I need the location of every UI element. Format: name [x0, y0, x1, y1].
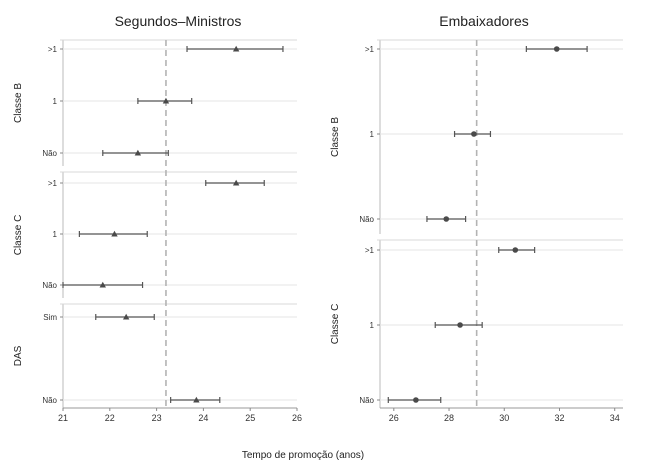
x-tick-label: 24: [198, 413, 208, 423]
panel-label: DAS: [13, 345, 24, 366]
point-marker: [553, 46, 560, 52]
y-tick-label: >1: [365, 246, 375, 255]
y-tick-label: Não: [42, 149, 57, 158]
y-tick-label: 1: [370, 321, 375, 330]
x-tick-label: 22: [105, 413, 115, 423]
point-marker: [122, 313, 130, 320]
point-marker: [193, 396, 200, 403]
point-marker: [471, 131, 477, 137]
x-tick-label: 25: [245, 413, 255, 423]
panel-label: Classe C: [330, 304, 341, 345]
x-tick-label: 21: [58, 413, 68, 423]
point-marker: [111, 230, 118, 237]
y-tick-label: >1: [48, 179, 58, 188]
panel-label: Classe C: [13, 215, 24, 256]
x-tick-label: 32: [554, 413, 564, 423]
x-tick-label: 30: [499, 413, 509, 423]
y-tick-label: 1: [53, 97, 58, 106]
y-tick-label: Sim: [43, 313, 57, 322]
x-axis-label: Tempo de promoção (anos): [242, 450, 364, 461]
point-marker: [134, 149, 142, 156]
x-tick-label: 28: [444, 413, 454, 423]
x-tick-label: 26: [389, 413, 399, 423]
y-tick-label: 1: [370, 130, 375, 139]
point-marker: [99, 281, 106, 288]
x-tick-label: 34: [610, 413, 620, 423]
point-marker: [457, 322, 463, 328]
point-marker: [443, 216, 450, 222]
x-tick-label: 26: [292, 413, 302, 423]
panel-label: Classe B: [13, 83, 24, 123]
point-marker: [232, 179, 240, 186]
point-marker: [162, 97, 170, 104]
y-tick-label: Não: [42, 281, 57, 290]
y-tick-label: Não: [359, 396, 374, 405]
chart-1-title: Embaixadores: [439, 13, 529, 29]
panel-label: Classe B: [330, 117, 341, 157]
y-tick-label: 1: [53, 230, 58, 239]
y-tick-label: Não: [359, 215, 374, 224]
x-tick-label: 23: [152, 413, 162, 423]
point-marker: [413, 397, 419, 403]
y-tick-label: Não: [42, 396, 57, 405]
chart-0-title: Segundos–Ministros: [115, 13, 242, 29]
point-marker: [512, 247, 519, 253]
point-marker: [232, 45, 240, 52]
y-tick-label: >1: [365, 45, 375, 54]
y-tick-label: >1: [48, 45, 58, 54]
